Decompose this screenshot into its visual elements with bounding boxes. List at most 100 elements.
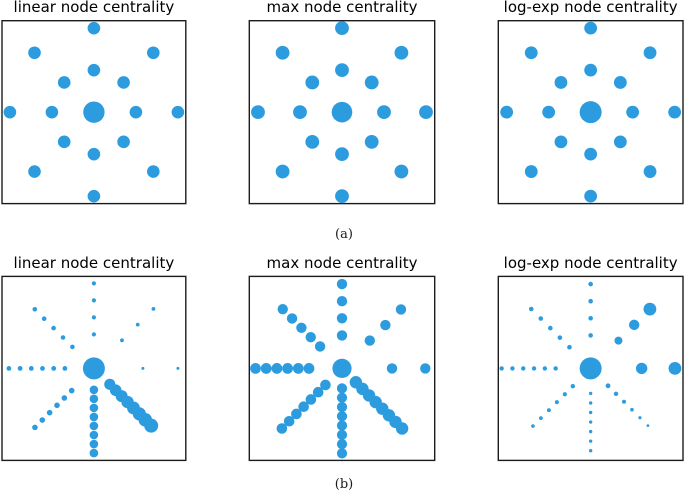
- ray-node-dot: [628, 319, 640, 331]
- ray-node-dot: [336, 429, 348, 440]
- ray-node-dot: [89, 448, 99, 458]
- center-node-dot: [579, 357, 602, 380]
- ray-node-dot: [336, 313, 348, 324]
- ray-node-dot: [312, 386, 324, 398]
- ring-node-dot: [87, 147, 101, 161]
- ray-node-dot: [291, 408, 302, 420]
- ring-node-dot: [305, 134, 320, 149]
- ring-node-dot: [275, 45, 290, 60]
- ray-node-dot: [643, 302, 657, 316]
- ring-node-dot: [117, 76, 130, 89]
- ray-node-dot: [336, 439, 348, 450]
- ray-node-dot: [635, 362, 648, 375]
- ray-node-dot: [314, 341, 326, 352]
- ring-node-dot: [147, 165, 160, 178]
- ring-node-dot: [524, 46, 538, 60]
- ray-node-dot: [32, 424, 38, 431]
- panel-title-top-max: max node centrality: [266, 0, 418, 17]
- ring-node-dot: [87, 189, 101, 203]
- ray-node-dot: [28, 366, 34, 371]
- ray-node-dot: [283, 415, 295, 427]
- ray-node-dot: [298, 401, 309, 413]
- ray-node-dot: [554, 400, 559, 405]
- ray-node-dot: [336, 383, 348, 394]
- ray-node-dot: [277, 303, 288, 315]
- ray-node-dot: [89, 421, 99, 431]
- ray-node-dot: [539, 416, 543, 420]
- ring-node-dot: [643, 46, 657, 60]
- ray-node-dot: [70, 344, 75, 350]
- ray-node-dot: [510, 366, 515, 371]
- center-node-dot: [83, 101, 105, 123]
- ray-node-dot: [546, 408, 551, 413]
- ray-node-dot: [89, 394, 99, 404]
- ring-node-dot: [554, 76, 568, 89]
- ray-node-dot: [62, 366, 68, 371]
- ray-node-dot: [260, 363, 272, 374]
- ray-node-dot: [588, 316, 593, 321]
- ring-node-dot: [87, 63, 101, 77]
- ray-node-dot: [588, 333, 593, 338]
- ray-node-dot: [548, 325, 553, 331]
- ray-node-dot: [135, 322, 140, 327]
- ray-node-dot: [336, 296, 348, 307]
- ray-node-dot: [17, 366, 23, 371]
- ring-node-dot: [364, 75, 379, 90]
- ray-node-dot: [336, 392, 348, 403]
- ray-node-dot: [614, 336, 623, 345]
- ray-node-dot: [542, 366, 548, 371]
- ring-node-dot: [57, 135, 71, 149]
- ring-node-dot: [28, 46, 41, 60]
- ring-node-dot: [335, 189, 349, 204]
- ring-node-dot: [394, 45, 409, 60]
- ray-node-dot: [91, 281, 96, 286]
- panel-title-bottom-max: max node centrality: [266, 253, 418, 272]
- ray-node-dot: [39, 417, 46, 423]
- panel-top-middle: [248, 20, 436, 205]
- ring-node-dot: [613, 76, 627, 89]
- panel-top-left: [1, 20, 187, 205]
- ray-node-dot: [271, 363, 283, 374]
- ring-node-dot: [57, 76, 71, 89]
- ray-node-dot: [151, 306, 156, 311]
- ring-node-dot: [171, 105, 185, 119]
- panel-title-bottom-linear: linear node centrality: [13, 253, 175, 272]
- ray-node-dot: [613, 391, 619, 396]
- ring-node-dot: [3, 105, 17, 119]
- ray-node-dot: [292, 363, 304, 374]
- subfigure-caption-a: (a): [335, 227, 353, 242]
- ray-node-dot: [588, 410, 593, 415]
- ray-node-dot: [286, 313, 298, 324]
- ray-node-dot: [40, 366, 45, 371]
- ray-node-dot: [553, 366, 558, 371]
- ray-node-dot: [68, 387, 75, 394]
- ray-node-dot: [531, 366, 537, 371]
- ray-node-dot: [296, 322, 307, 334]
- ray-node-dot: [89, 385, 99, 395]
- ray-node-dot: [588, 391, 593, 396]
- ray-node-dot: [531, 424, 535, 428]
- ray-node-dot: [605, 383, 611, 389]
- ray-node-dot: [176, 366, 180, 370]
- ring-node-dot: [364, 134, 379, 149]
- ray-node-dot: [521, 366, 526, 371]
- ray-node-dot: [91, 315, 96, 320]
- ray-node-dot: [668, 362, 682, 375]
- ring-node-dot: [643, 165, 657, 178]
- center-node-dot: [82, 357, 105, 380]
- ray-node-dot: [336, 448, 348, 459]
- ring-node-dot: [584, 147, 598, 161]
- ray-node-dot: [562, 392, 567, 397]
- ray-node-dot: [41, 316, 47, 321]
- ray-node-dot: [395, 422, 409, 435]
- ray-node-dot: [305, 394, 317, 405]
- ray-node-dot: [538, 316, 544, 321]
- ring-node-dot: [293, 105, 307, 120]
- ray-node-dot: [420, 363, 431, 374]
- ray-node-dot: [588, 298, 593, 304]
- panel-title-bottom-logexp: log-exp node centrality: [503, 253, 678, 272]
- ray-node-dot: [336, 401, 348, 413]
- ray-node-dot: [336, 420, 348, 431]
- ray-node-dot: [336, 411, 348, 422]
